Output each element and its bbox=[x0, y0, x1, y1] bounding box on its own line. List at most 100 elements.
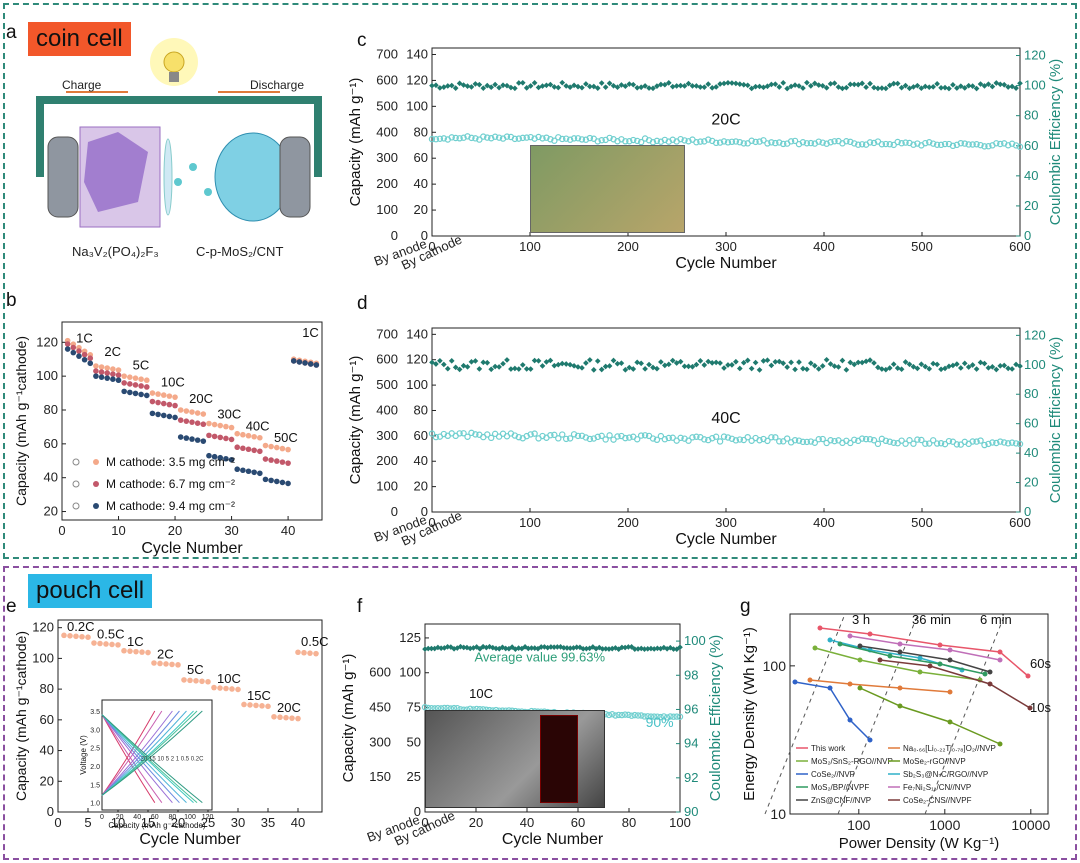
capacity-point bbox=[495, 134, 503, 141]
y-tick-label: 80 bbox=[40, 681, 54, 696]
time-label: 3 h bbox=[852, 612, 870, 627]
capacity-point bbox=[606, 134, 613, 142]
capacity-point bbox=[234, 466, 241, 473]
capacity-point bbox=[240, 467, 246, 474]
capacity-point bbox=[503, 133, 511, 140]
ce-point bbox=[930, 83, 937, 90]
ce-point bbox=[788, 359, 794, 366]
capacity-point bbox=[172, 394, 178, 400]
y2-tick-label: 94 bbox=[684, 736, 698, 751]
capacity-point bbox=[657, 713, 664, 721]
plot-frame bbox=[789, 613, 1049, 815]
capacity-point bbox=[468, 429, 475, 437]
capacity-point bbox=[634, 436, 641, 443]
ce-point bbox=[717, 360, 723, 366]
ce-point bbox=[851, 361, 858, 368]
ce-point bbox=[599, 646, 606, 652]
capacity-point bbox=[641, 713, 648, 720]
capacity-point bbox=[228, 436, 235, 443]
ce-point bbox=[464, 83, 471, 89]
capacity-point bbox=[313, 650, 319, 657]
y-anode-tick-label: 600 bbox=[376, 72, 398, 87]
x-tick-label: 0 bbox=[428, 239, 435, 254]
ce-point bbox=[847, 359, 854, 366]
capacity-point bbox=[736, 138, 744, 146]
capacity-point bbox=[641, 432, 649, 439]
ce-point bbox=[973, 85, 980, 92]
ce-point bbox=[977, 81, 984, 87]
ce-point bbox=[512, 365, 518, 372]
capacity-point bbox=[64, 346, 71, 352]
y-tick-label: 10 bbox=[770, 806, 786, 822]
sodium-ion bbox=[204, 188, 212, 196]
capacity-point bbox=[644, 713, 651, 720]
ce-point bbox=[669, 83, 676, 90]
capacity-point bbox=[251, 469, 257, 476]
ce-point bbox=[594, 358, 601, 364]
ce-point bbox=[815, 366, 822, 372]
y-anode-tick-label: 100 bbox=[376, 479, 398, 494]
ce-point bbox=[468, 359, 475, 365]
y-cathode-tick-label: 60 bbox=[414, 150, 428, 165]
capacity-point bbox=[922, 139, 929, 147]
capacity-point bbox=[245, 432, 252, 439]
ce-point bbox=[725, 79, 731, 86]
capacity-point bbox=[484, 431, 491, 438]
capacity-point bbox=[177, 417, 184, 423]
series-point bbox=[897, 641, 903, 647]
capacity-point bbox=[145, 649, 151, 656]
capacity-point bbox=[693, 433, 700, 440]
capacity-point bbox=[87, 360, 94, 367]
ce-point bbox=[669, 357, 676, 364]
ce-point bbox=[859, 80, 865, 87]
capacity-point bbox=[918, 436, 925, 444]
y-cathode-tick-label: 40 bbox=[414, 176, 428, 191]
series-point bbox=[887, 653, 893, 659]
capacity-point bbox=[539, 135, 546, 142]
capacity-point bbox=[634, 712, 642, 719]
capacity-point bbox=[307, 361, 314, 367]
capacity-point bbox=[206, 432, 212, 439]
capacity-point bbox=[661, 436, 669, 443]
capacity-point bbox=[878, 141, 886, 148]
capacity-point bbox=[127, 381, 133, 387]
rate-label: 0.5C bbox=[97, 626, 124, 641]
y-axis-label: Capacity (mAh g⁻¹) bbox=[340, 654, 357, 783]
x-tick-label: 100 bbox=[847, 817, 871, 833]
capacity-point bbox=[989, 439, 996, 446]
capacity-point bbox=[285, 446, 291, 453]
ce-point bbox=[827, 361, 834, 367]
capacity-point bbox=[279, 459, 286, 465]
capacity-point bbox=[625, 711, 632, 719]
x-tick-label: 10000 bbox=[1011, 817, 1050, 833]
y-anode-tick-label: 600 bbox=[369, 665, 391, 680]
series-point bbox=[947, 657, 953, 663]
ce-point bbox=[654, 645, 661, 652]
y-cathode-tick-label: 125 bbox=[399, 630, 421, 645]
capacity-point bbox=[151, 660, 157, 666]
y2-tick-label: 96 bbox=[684, 701, 698, 716]
ce-point bbox=[575, 83, 581, 90]
ce-point bbox=[618, 360, 625, 367]
y-anode-tick-label: 700 bbox=[376, 46, 398, 61]
capacity-point bbox=[421, 703, 429, 711]
ce-point bbox=[456, 80, 463, 87]
ce-point bbox=[744, 82, 751, 89]
x-tick-label: 0 bbox=[421, 815, 428, 830]
capacity-point bbox=[910, 141, 917, 148]
capacity-point bbox=[622, 434, 629, 442]
y-cathode-tick-label: 120 bbox=[406, 72, 428, 87]
ce-point bbox=[796, 359, 802, 365]
y-axis-label: Capacity (mAh g⁻¹cathode) bbox=[13, 631, 29, 801]
capacity-point bbox=[93, 368, 99, 374]
separator bbox=[163, 138, 173, 216]
ce-point bbox=[602, 363, 609, 370]
capacity-point bbox=[637, 138, 645, 146]
capacity-point bbox=[1012, 142, 1020, 149]
y-tick-label: 0 bbox=[47, 804, 54, 819]
inset-y-tick-label: 3.0 bbox=[90, 727, 100, 734]
ce-point bbox=[961, 85, 968, 91]
capacity-point bbox=[799, 139, 807, 146]
inset-x-tick-label: 20 bbox=[116, 814, 124, 821]
legend-marker bbox=[93, 481, 99, 487]
